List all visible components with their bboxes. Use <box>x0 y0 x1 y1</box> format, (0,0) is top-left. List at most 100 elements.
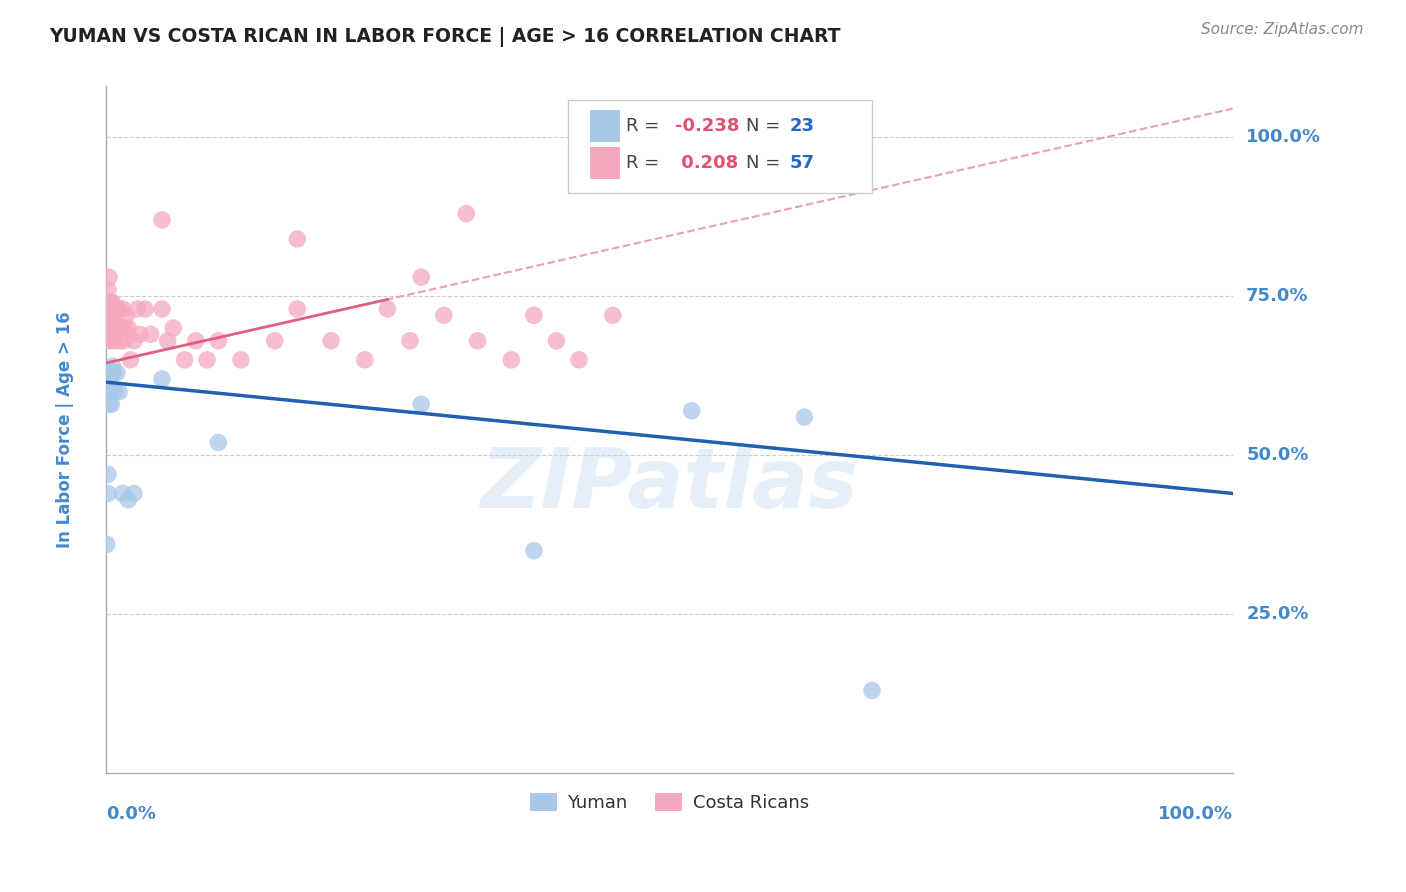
Point <box>101 321 124 335</box>
Point <box>98 334 121 348</box>
Text: YUMAN VS COSTA RICAN IN LABOR FORCE | AGE > 16 CORRELATION CHART: YUMAN VS COSTA RICAN IN LABOR FORCE | AG… <box>49 27 841 46</box>
FancyBboxPatch shape <box>591 111 620 142</box>
Point <box>101 359 124 374</box>
Point <box>97 309 120 323</box>
Point <box>97 467 120 482</box>
Point <box>98 321 121 335</box>
Point <box>173 352 195 367</box>
Point <box>523 309 546 323</box>
Point <box>100 309 122 323</box>
Point <box>100 295 122 310</box>
Point <box>103 321 125 335</box>
Point <box>467 334 489 348</box>
Point <box>156 334 179 348</box>
Point <box>602 309 624 323</box>
Point <box>456 206 478 220</box>
Point <box>110 321 132 335</box>
Text: 75.0%: 75.0% <box>1246 287 1309 305</box>
Point <box>100 397 122 411</box>
Point <box>128 327 150 342</box>
Point <box>100 366 122 380</box>
Point <box>105 366 128 380</box>
Text: 23: 23 <box>790 117 814 136</box>
Point <box>96 537 118 551</box>
Point <box>104 321 127 335</box>
Point <box>104 384 127 399</box>
Text: 0.208: 0.208 <box>675 154 738 172</box>
Point <box>108 384 131 399</box>
Point <box>105 321 128 335</box>
Point <box>229 352 252 367</box>
Point <box>103 366 125 380</box>
Point <box>120 352 142 367</box>
Text: 0.0%: 0.0% <box>105 805 156 823</box>
Point <box>104 334 127 348</box>
Point <box>150 213 173 227</box>
Point <box>98 295 121 310</box>
Point <box>110 334 132 348</box>
Point <box>285 232 308 246</box>
Text: R =: R = <box>626 117 665 136</box>
Point <box>568 352 591 367</box>
Point <box>127 301 149 316</box>
Point <box>117 492 139 507</box>
Point <box>134 301 156 316</box>
Text: Source: ZipAtlas.com: Source: ZipAtlas.com <box>1201 22 1364 37</box>
Point <box>263 334 285 348</box>
Point <box>100 321 122 335</box>
Point <box>207 435 229 450</box>
Text: 25.0%: 25.0% <box>1246 606 1309 624</box>
Point <box>411 397 433 411</box>
Point <box>104 309 127 323</box>
Point <box>523 543 546 558</box>
Legend: Yuman, Costa Ricans: Yuman, Costa Ricans <box>522 785 815 819</box>
Point <box>98 295 121 310</box>
Text: -0.238: -0.238 <box>675 117 740 136</box>
Point <box>97 486 120 500</box>
Text: R =: R = <box>626 154 665 172</box>
FancyBboxPatch shape <box>568 100 872 193</box>
Point <box>111 301 134 316</box>
Point <box>104 301 127 316</box>
Point <box>98 384 121 399</box>
Point <box>793 410 815 425</box>
Text: N =: N = <box>745 117 786 136</box>
Point <box>96 334 118 348</box>
Point <box>184 334 207 348</box>
Point <box>101 295 124 310</box>
Point <box>122 486 145 500</box>
Point <box>117 321 139 335</box>
Text: 50.0%: 50.0% <box>1246 446 1309 464</box>
Point <box>139 327 162 342</box>
Point <box>377 301 399 316</box>
Point <box>98 372 121 386</box>
Text: 100.0%: 100.0% <box>1246 128 1322 146</box>
Point <box>399 334 422 348</box>
Point <box>115 309 138 323</box>
Point <box>207 334 229 348</box>
Point <box>98 270 121 285</box>
Point <box>150 301 173 316</box>
Point <box>411 270 433 285</box>
Point <box>162 321 184 335</box>
FancyBboxPatch shape <box>591 147 620 179</box>
Point <box>195 352 218 367</box>
Point <box>98 397 121 411</box>
Point <box>354 352 377 367</box>
Point <box>319 334 342 348</box>
Point <box>681 403 703 417</box>
Text: ZIPatlas: ZIPatlas <box>481 444 858 525</box>
Point <box>97 283 120 297</box>
Point <box>433 309 456 323</box>
Point <box>150 372 173 386</box>
Point <box>860 683 883 698</box>
Point <box>122 334 145 348</box>
Text: 57: 57 <box>790 154 814 172</box>
Text: In Labor Force | Age > 16: In Labor Force | Age > 16 <box>56 311 75 549</box>
Point <box>108 301 131 316</box>
Point <box>112 334 135 348</box>
Point <box>96 309 118 323</box>
Point <box>111 486 134 500</box>
Point <box>114 321 136 335</box>
Point <box>285 301 308 316</box>
